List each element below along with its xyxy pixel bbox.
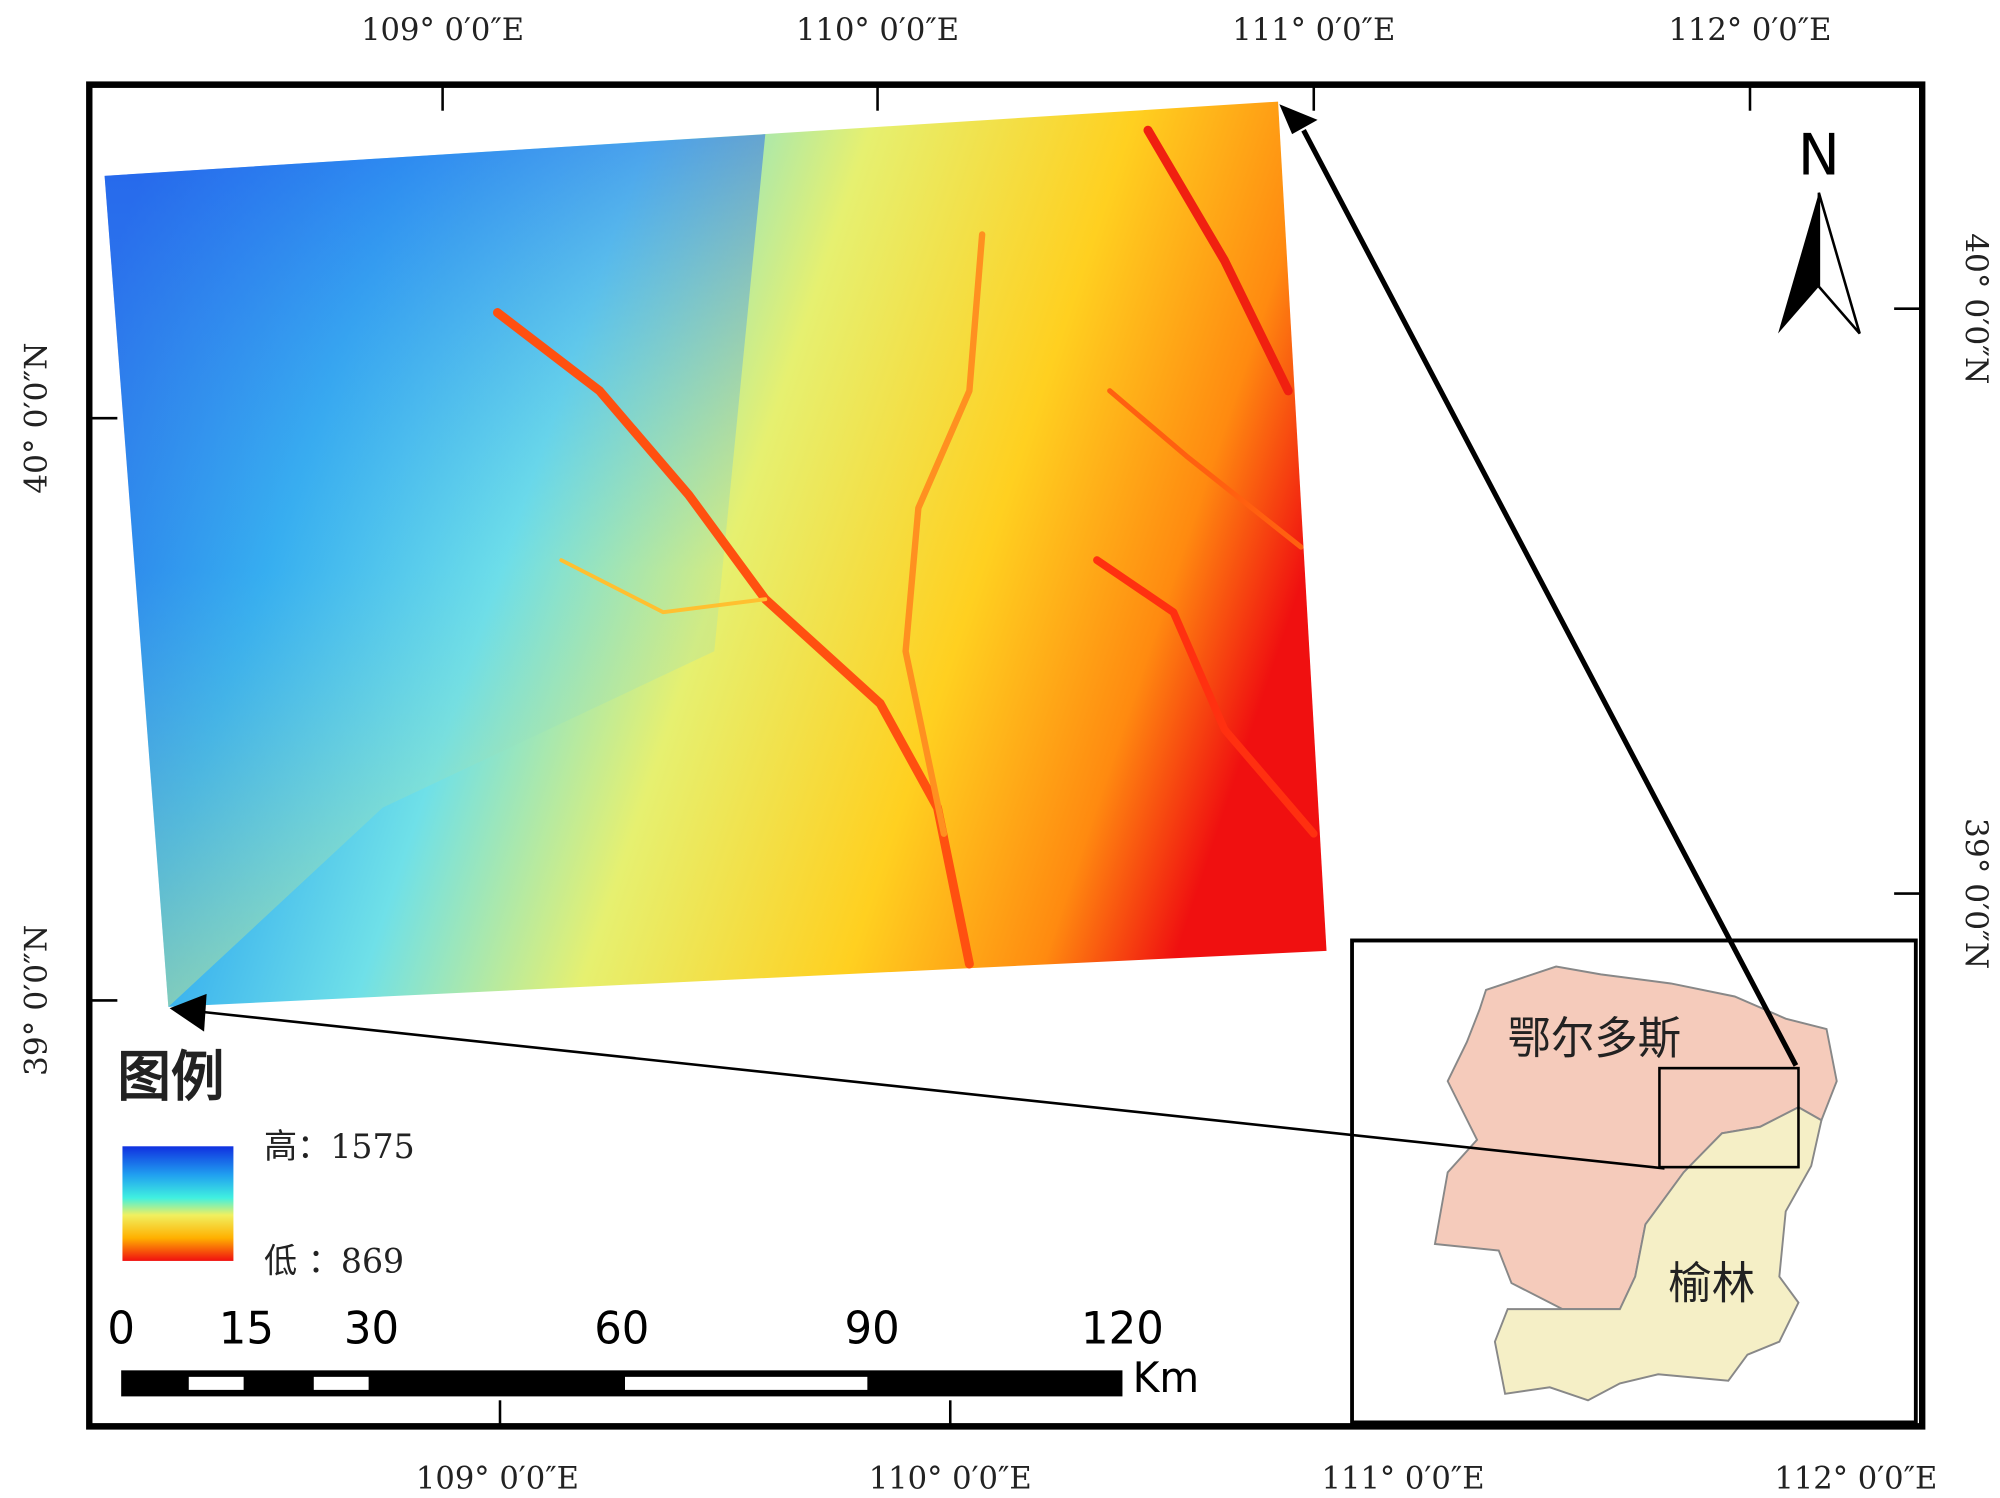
scale-unit: Km <box>1133 1353 1200 1402</box>
map-frame <box>86 81 1926 1430</box>
scale-label: 30 <box>344 1303 399 1355</box>
legend-title: 图例 <box>117 1044 224 1109</box>
scale-bar <box>121 1370 1123 1397</box>
dem-raster <box>104 101 1327 1007</box>
longitude-label: 112° 0′0″E <box>1668 12 1831 48</box>
longitude-label: 109° 0′0″E <box>416 1460 579 1496</box>
scale-label: 15 <box>219 1303 274 1355</box>
north-label: N <box>1798 122 1840 189</box>
scale-label: 60 <box>594 1303 649 1355</box>
longitude-label: 110° 0′0″E <box>869 1460 1032 1496</box>
longitude-label: 111° 0′0″E <box>1322 1460 1485 1496</box>
north-arrow <box>1817 192 1861 335</box>
longitude-label: 111° 0′0″E <box>1232 12 1395 48</box>
latitude-label: 40° 0′0″N <box>19 343 55 494</box>
latitude-label: 39° 0′0″N <box>19 925 55 1076</box>
scale-label: 0 <box>107 1303 135 1355</box>
yulin-region <box>1493 1106 1823 1402</box>
latitude-label: 39° 0′0″N <box>1958 818 1994 969</box>
inset-label: 榆林 <box>1668 1258 1755 1310</box>
connector <box>203 1010 1665 1170</box>
scale-label: 120 <box>1081 1303 1164 1355</box>
longitude-label: 112° 0′0″E <box>1774 1460 1937 1496</box>
scale-label: 90 <box>845 1303 900 1355</box>
legend-ramp <box>122 1146 234 1261</box>
north-arrow <box>1778 192 1819 334</box>
longitude-label: 109° 0′0″E <box>361 12 524 48</box>
legend-high: 高：1575 <box>264 1127 415 1166</box>
connector <box>1301 129 1799 1067</box>
study-area-box <box>1658 1066 1800 1169</box>
longitude-label: 110° 0′0″E <box>796 12 959 48</box>
arrowhead <box>169 993 207 1032</box>
inset-label: 鄂尔多斯 <box>1508 1013 1681 1065</box>
latitude-label: 40° 0′0″N <box>1958 233 1994 384</box>
legend-low: 低 ：869 <box>264 1241 404 1280</box>
arrowhead <box>1279 104 1318 135</box>
